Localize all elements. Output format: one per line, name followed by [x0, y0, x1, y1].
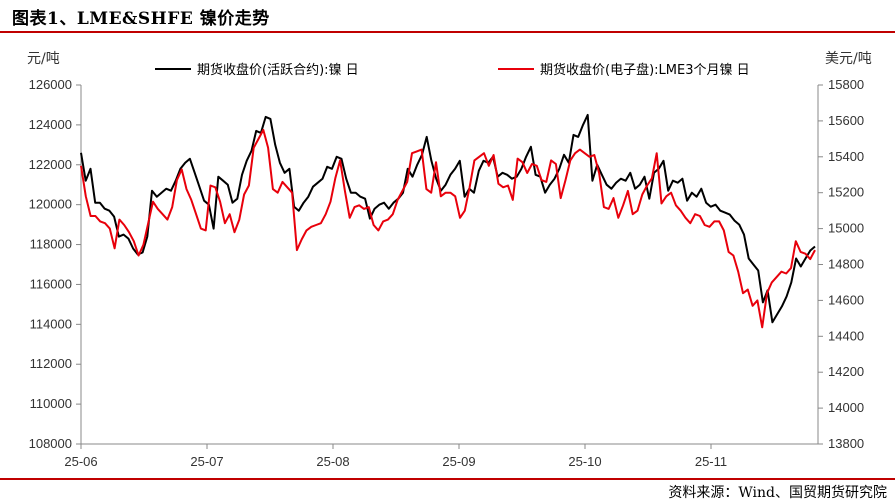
x-tick-label: 25-11 [695, 454, 727, 469]
x-tick-label: 25-08 [316, 454, 349, 469]
left-tick-label: 126000 [29, 77, 72, 92]
footer-divider [0, 478, 895, 480]
right-tick-label: 15800 [828, 77, 864, 92]
right-tick-label: 15600 [828, 113, 864, 128]
x-tick-label: 25-06 [64, 454, 97, 469]
figure-title: 图表1、LME&SHFE 镍价走势 [12, 9, 270, 29]
x-tick-label: 25-09 [442, 454, 475, 469]
right-tick-label: 15200 [828, 185, 864, 200]
right-tick-label: 14200 [828, 364, 864, 379]
right-tick-label: 14800 [828, 257, 864, 272]
right-tick-label: 14000 [828, 400, 864, 415]
legend-label-shfe: 期货收盘价(活跃合约):镍 日 [197, 62, 359, 78]
right-tick-label: 15000 [828, 221, 864, 236]
right-tick-label: 14400 [828, 328, 864, 343]
nickel-price-chart: 108000 110000 112000 114000 116000 118000 1200… [27, 51, 872, 469]
x-tick-label: 25-10 [568, 454, 601, 469]
right-tick-label: 15400 [828, 149, 864, 164]
left-tick-label: 122000 [29, 157, 72, 172]
source-note: 资料来源：Wind、国贸期货研究院 [668, 485, 887, 501]
left-tick-label: 108000 [29, 436, 72, 451]
legend-label-lme: 期货收盘价(电子盘):LME3个月镍 日 [540, 62, 750, 78]
right-axis-unit: 美元/吨 [825, 51, 872, 67]
right-tick-label: 14600 [828, 292, 864, 307]
series-line-lme [80, 128, 816, 329]
left-tick-label: 112000 [30, 356, 72, 371]
left-tick-label: 114000 [30, 316, 72, 331]
left-tick-label: 116000 [30, 276, 72, 291]
x-tick-label: 25-07 [190, 454, 223, 469]
series-line-shfe [80, 113, 816, 324]
left-tick-label: 110000 [30, 396, 72, 411]
left-tick-label: 124000 [29, 117, 72, 132]
title-divider [0, 31, 895, 33]
right-tick-label: 13800 [828, 436, 864, 451]
left-axis-unit: 元/吨 [27, 51, 60, 67]
left-tick-label: 118000 [30, 237, 72, 252]
left-tick-label: 120000 [29, 197, 72, 212]
